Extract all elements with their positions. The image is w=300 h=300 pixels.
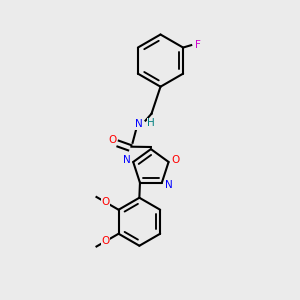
Text: F: F: [195, 40, 201, 50]
Text: N: N: [123, 155, 130, 166]
Text: O: O: [108, 135, 117, 145]
Text: H: H: [147, 118, 155, 128]
Text: O: O: [101, 236, 109, 246]
Text: O: O: [171, 155, 179, 166]
Text: N: N: [165, 180, 172, 190]
Text: N: N: [135, 119, 143, 129]
Text: O: O: [102, 197, 110, 207]
